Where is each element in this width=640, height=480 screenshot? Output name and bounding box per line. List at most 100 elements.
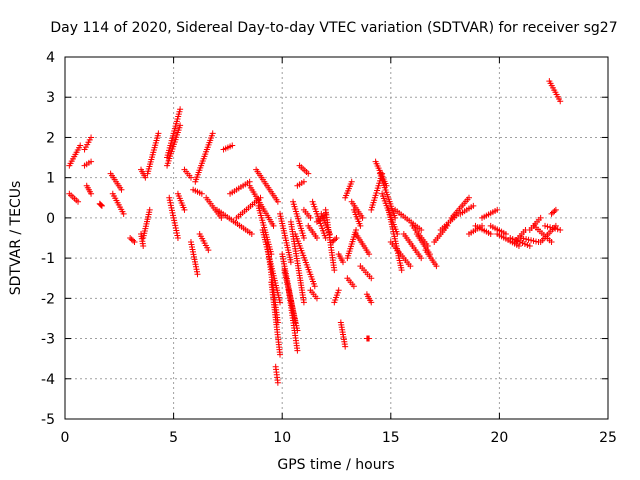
data-point [470, 202, 477, 209]
y-tick-label: -2 [41, 291, 55, 307]
y-tick-label: 0 [46, 211, 55, 227]
data-point [168, 204, 175, 211]
data-point [526, 243, 533, 250]
data-point [552, 222, 559, 229]
data-point [398, 267, 405, 274]
y-tick-label: -4 [41, 372, 55, 388]
data-point [348, 178, 355, 185]
x-tick-label: 0 [61, 430, 70, 446]
data-point [218, 214, 225, 221]
data-point [170, 214, 177, 221]
data-point [88, 190, 95, 197]
data-point [248, 230, 255, 237]
data-point [174, 232, 181, 239]
y-tick-label: 1 [46, 171, 55, 187]
data-point [142, 174, 149, 181]
data-point [88, 158, 95, 165]
data-point [322, 235, 329, 241]
data-point [274, 379, 281, 386]
data-point [332, 236, 339, 243]
data-point [140, 243, 147, 250]
data-point [77, 142, 84, 149]
data-point [300, 299, 307, 306]
data-point [169, 209, 176, 216]
data-point [433, 263, 440, 270]
data-point [330, 237, 337, 244]
data-point [300, 178, 307, 185]
data-point [170, 212, 177, 219]
data-point [167, 202, 174, 209]
data-point [331, 267, 338, 274]
data-point [551, 208, 558, 215]
data-point [537, 214, 544, 221]
data-point [209, 130, 216, 137]
data-point [335, 287, 342, 294]
data-point [487, 230, 494, 237]
data-point [174, 235, 181, 241]
data-point [307, 214, 314, 221]
data-point [557, 226, 564, 233]
grid-lines [65, 57, 608, 419]
x-tick-label: 20 [490, 430, 508, 446]
data-point [98, 202, 105, 209]
data-point [357, 222, 364, 229]
data-point [313, 295, 320, 302]
y-tick-label: 2 [46, 130, 55, 146]
data-point [368, 275, 375, 282]
data-point [333, 235, 340, 241]
chart-title: Day 114 of 2020, Sidereal Day-to-day VTE… [50, 20, 617, 36]
data-point [544, 223, 551, 230]
plot-frame [64, 56, 609, 420]
x-tick-label: 15 [382, 430, 400, 446]
data-point [350, 283, 357, 290]
data-point [98, 202, 105, 209]
data-point [287, 259, 294, 266]
data-point [194, 271, 201, 278]
data-point [311, 283, 318, 290]
data-point [146, 206, 153, 213]
data-point [229, 142, 236, 149]
data-point [130, 237, 137, 244]
data-point [88, 134, 95, 141]
data-point [557, 98, 564, 105]
data-point [554, 226, 561, 233]
data-point [329, 239, 336, 246]
data-point [549, 224, 556, 231]
data-point [552, 206, 559, 213]
data-point [205, 247, 212, 254]
data-point [418, 255, 425, 262]
x-tick-label: 5 [169, 430, 178, 446]
data-point [172, 222, 179, 229]
data-point [128, 236, 135, 243]
data-point [155, 130, 162, 137]
data-points [66, 78, 564, 386]
data-point [168, 207, 175, 214]
data-point [407, 263, 414, 270]
data-point [366, 335, 373, 342]
y-axis-label: SDTVAR / TECUs [8, 181, 24, 296]
data-point [173, 227, 180, 234]
data-point [552, 225, 559, 232]
data-point [368, 299, 375, 306]
data-point [340, 259, 347, 266]
data-point [418, 226, 425, 233]
data-point [118, 186, 125, 193]
data-point [181, 206, 188, 213]
data-point [305, 170, 312, 177]
y-tick-label: 3 [46, 90, 55, 106]
data-point [127, 235, 134, 241]
x-axis-label: GPS time / hours [277, 457, 394, 473]
data-point [547, 224, 554, 231]
data-point [166, 197, 173, 204]
data-point [277, 351, 284, 358]
y-tick-label: -3 [41, 332, 55, 348]
data-point [494, 206, 501, 213]
data-point [173, 229, 180, 236]
data-point [166, 194, 173, 201]
data-point [167, 199, 174, 206]
y-tick-label: -1 [41, 251, 55, 267]
data-point [342, 343, 349, 350]
data-point [172, 224, 179, 231]
x-tick-label: 25 [599, 430, 617, 446]
